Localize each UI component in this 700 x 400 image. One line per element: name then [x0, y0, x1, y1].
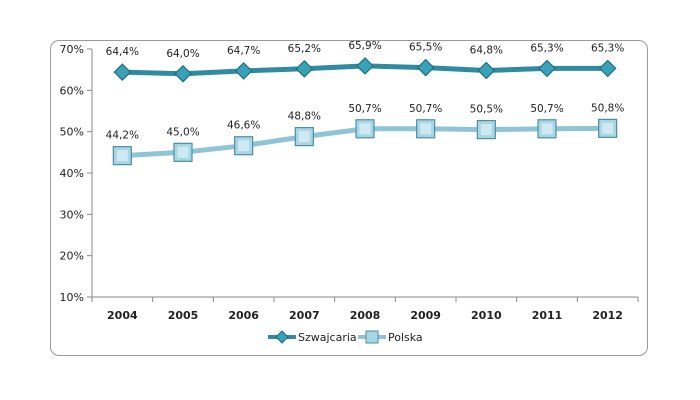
data-label: 44,2% [106, 130, 139, 142]
point-marker [356, 57, 374, 75]
legend-marker [365, 330, 379, 344]
point-marker [477, 61, 496, 80]
legend-label: Polska [388, 331, 423, 344]
data-label: 46,6% [227, 120, 260, 132]
x-tick-label: 2005 [168, 309, 199, 322]
x-tick-label: 2009 [410, 309, 441, 322]
data-label: 50,7% [530, 103, 563, 115]
point-marker-inner [298, 131, 310, 143]
point-marker-inner [359, 123, 371, 135]
x-tick-label: 2010 [471, 309, 502, 322]
data-label: 64,0% [166, 48, 199, 60]
data-label: 65,9% [348, 40, 381, 52]
legend-label: Szwajcaria [298, 331, 357, 344]
data-label: 50,7% [348, 103, 381, 115]
data-label: 65,5% [409, 42, 442, 54]
data-label: 65,2% [288, 43, 321, 55]
x-tick-label: 2004 [107, 309, 138, 322]
y-tick-label: 70% [60, 43, 84, 56]
chart-frame [50, 40, 648, 356]
y-tick-label: 10% [60, 291, 84, 304]
x-tick-label: 2007 [289, 309, 320, 322]
y-tick-label: 40% [60, 167, 84, 180]
point-marker-inner [116, 150, 128, 162]
x-tick-label: 2008 [350, 309, 381, 322]
data-label: 50,5% [470, 104, 503, 116]
data-label: 64,7% [227, 45, 260, 57]
data-label: 65,3% [591, 42, 624, 54]
point-marker-inner [541, 123, 553, 135]
data-label: 45,0% [166, 126, 199, 138]
data-label: 48,8% [288, 111, 321, 123]
point-marker [416, 58, 435, 77]
y-tick-label: 60% [60, 84, 84, 97]
point-marker [113, 63, 132, 81]
data-label: 65,3% [530, 42, 563, 54]
data-label: 50,8% [591, 102, 624, 114]
point-marker [598, 59, 617, 78]
x-tick-label: 2012 [592, 309, 623, 322]
y-tick-label: 20% [60, 250, 84, 263]
data-label: 64,4% [106, 46, 139, 58]
y-tick-label: 30% [60, 208, 84, 221]
point-marker-inner [480, 124, 492, 136]
y-tick-label: 50% [60, 126, 84, 139]
point-marker [234, 62, 253, 80]
point-marker-inner [238, 140, 250, 152]
point-marker [174, 64, 192, 83]
point-marker-inner [420, 123, 432, 135]
point-marker-inner [177, 146, 189, 158]
data-label: 64,8% [470, 44, 503, 56]
x-tick-label: 2006 [228, 309, 259, 322]
x-tick-label: 2011 [532, 309, 563, 322]
point-marker [538, 59, 556, 78]
point-marker [295, 59, 314, 78]
data-label: 50,7% [409, 103, 442, 115]
legend-marker [275, 330, 289, 344]
point-marker-inner [602, 122, 614, 134]
